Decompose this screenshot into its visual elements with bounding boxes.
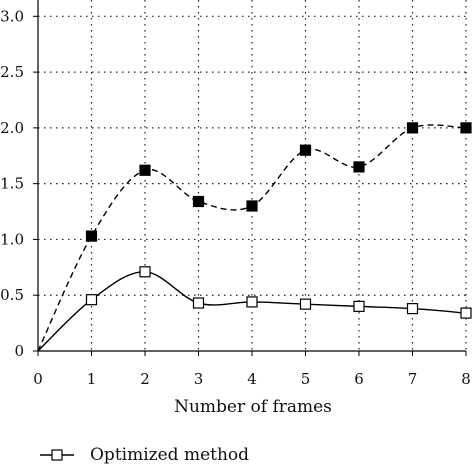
series-2-point [192,195,205,208]
axes [33,0,467,356]
x-tick-label: 5 [301,370,311,388]
series-1-point [353,300,365,312]
y-tick-label: 0 [14,342,24,360]
legend-marker [51,449,63,461]
series-2-point [85,230,98,242]
y-tick-label: 2.0 [0,119,24,137]
series-2-point [299,144,312,156]
y-tick-label: 3.0 [0,7,24,25]
x-tick-label: 4 [247,370,257,388]
y-tick-label: 1.0 [0,230,24,248]
y-tick-label: 2.5 [0,63,24,81]
series-1-point [246,296,258,308]
x-tick-label: 6 [354,370,364,388]
x-tick-label: 2 [140,370,150,388]
x-axis-label: Number of frames [174,397,332,417]
x-tick-label: 3 [194,370,204,388]
y-tick-label: 1.5 [0,175,24,193]
series-line-1 [37,271,467,352]
y-tick-label: 0.5 [0,286,24,304]
series-1-point [85,294,98,306]
series-line-2 [37,124,467,352]
series-2-point [406,122,419,134]
x-tick-label: 0 [33,370,43,388]
series-1-point [192,297,205,309]
series-1-point [139,266,151,278]
legend-label: Optimized method [90,445,249,465]
x-tick-label: 8 [461,370,471,388]
series-2-point [139,164,151,176]
x-tick-label: 1 [87,370,97,388]
series-1-point [299,298,312,310]
y-tick-labels: 0 0.5 1.0 1.5 2.0 2.5 3.0 [0,7,24,360]
series-1-point [406,303,419,315]
series-2-point [353,161,365,173]
legend: Optimized method [40,445,249,465]
series-2-point [246,200,258,212]
x-tick-label: 7 [408,370,418,388]
series-group [37,122,472,352]
series-2-point [460,122,472,134]
x-tick-labels: 0 1 2 3 4 5 6 7 8 [33,370,471,388]
series-1-point [460,307,472,319]
